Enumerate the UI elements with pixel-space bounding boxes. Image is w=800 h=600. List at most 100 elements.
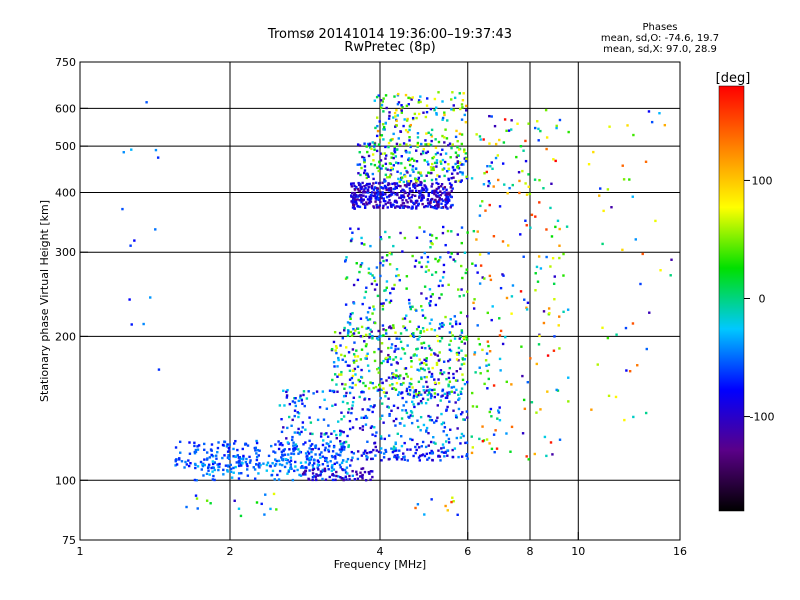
data-point [248,455,251,459]
data-point [439,399,442,402]
data-point [381,164,385,168]
data-point [423,159,426,162]
data-point [281,454,285,457]
data-point [371,382,374,385]
data-point [376,124,379,128]
data-point [309,421,313,424]
data-point [490,447,494,451]
data-point [406,448,409,451]
data-point [388,162,392,165]
data-point [423,205,426,209]
data-point [372,386,375,390]
data-point [430,178,434,182]
data-point [361,428,364,431]
data-point [417,393,420,397]
data-point [217,468,220,472]
data-point [389,168,392,172]
data-point [511,284,515,287]
data-point [400,155,403,158]
data-point [221,443,225,447]
data-point [304,473,307,476]
data-point [416,347,419,350]
data-point [415,181,418,184]
data-point [340,353,343,357]
data-point [342,430,345,434]
data-point [370,425,374,428]
data-point [476,324,479,327]
data-point [425,174,428,177]
data-point [449,156,452,159]
data-point [429,200,432,203]
data-point [460,179,463,182]
data-point [463,382,467,386]
data-point [378,335,381,338]
data-point [525,455,528,458]
data-point [510,383,513,386]
data-point [446,509,449,512]
data-point [380,103,384,107]
data-point [363,398,366,401]
data-point [395,456,398,459]
data-point [371,475,374,479]
data-point [369,426,373,430]
data-point [425,363,428,366]
data-point [193,450,196,454]
data-point [346,328,350,332]
data-point [288,402,292,406]
data-point [462,362,466,365]
data-point [448,366,452,370]
data-point [447,144,450,147]
data-point [402,381,405,385]
data-point [363,296,366,299]
data-point [401,105,404,109]
data-point [358,194,361,197]
data-point [478,437,481,441]
data-point [428,302,431,305]
data-point [350,334,354,338]
data-point [378,165,381,168]
data-point [458,92,461,95]
data-point [590,408,593,411]
data-point [428,451,432,455]
data-point [373,404,376,407]
data-point [411,386,414,389]
data-point [443,426,447,429]
data-point [387,406,391,409]
data-point [414,189,418,192]
data-point [444,198,447,202]
data-point [490,115,493,118]
data-point [527,458,530,461]
data-point [441,276,445,279]
data-point [407,298,411,302]
data-point [393,147,396,150]
data-point [420,377,423,381]
data-point [313,459,316,462]
data-point [401,206,405,209]
data-point [518,179,521,183]
data-point [358,395,361,399]
data-point [348,323,352,326]
data-point [456,427,459,430]
data-point [450,98,453,101]
data-point [441,116,445,120]
data-point [321,443,325,447]
data-point [602,209,605,213]
data-point [458,337,461,340]
data-point [368,146,372,149]
data-point [278,469,282,473]
data-point [515,155,518,159]
data-point [214,454,218,457]
data-point [412,394,416,397]
data-point [294,465,297,468]
data-point [436,191,439,195]
data-point [311,478,314,482]
data-point [399,332,403,335]
data-point [293,409,297,412]
data-point [362,194,365,197]
data-point [363,184,366,188]
data-point [266,461,270,464]
data-point [392,287,395,290]
data-point [375,192,378,195]
data-point [179,451,182,454]
data-point [417,425,420,429]
